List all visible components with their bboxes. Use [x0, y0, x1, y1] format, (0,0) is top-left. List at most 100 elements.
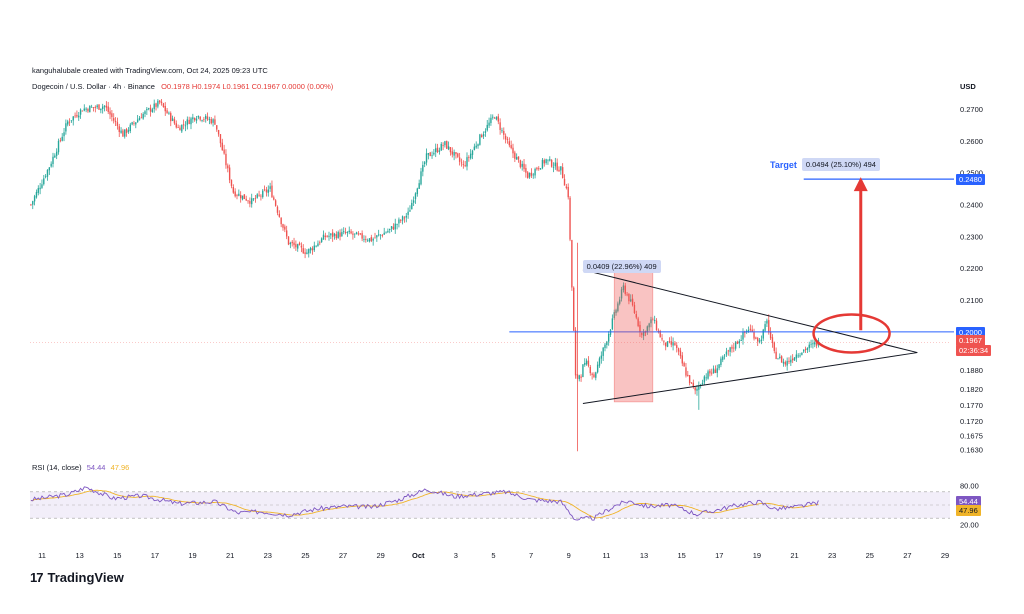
candle-body — [576, 374, 579, 379]
time-tick-label: 25 — [301, 551, 309, 560]
candle-body — [711, 372, 713, 374]
candle-body — [716, 368, 718, 373]
candle-body — [639, 324, 641, 332]
candle-body — [709, 370, 711, 374]
candle-body — [554, 162, 557, 167]
rsi-legend[interactable]: RSI (14, close) 54.44 47.96 — [32, 463, 129, 472]
candle-body — [67, 121, 69, 125]
candle-body — [387, 231, 389, 233]
candle-body — [146, 108, 148, 111]
candle-body — [751, 329, 753, 332]
candle-body — [676, 345, 678, 348]
candle-body — [389, 229, 391, 231]
candle-body — [223, 149, 225, 154]
candle-body — [111, 113, 113, 118]
candle-body — [212, 119, 214, 123]
candle-body — [348, 230, 350, 233]
candle-body — [740, 339, 742, 342]
candle-body — [606, 341, 608, 346]
candle-body — [734, 341, 737, 349]
candle-body — [79, 109, 82, 115]
candle-body — [221, 142, 223, 151]
candle-body — [188, 119, 190, 124]
candle-body — [701, 382, 704, 385]
candle-body — [698, 386, 700, 390]
candles — [30, 99, 820, 452]
candle-body — [46, 169, 49, 177]
candle-body — [563, 178, 566, 186]
candle-body — [436, 147, 439, 153]
candle-body — [574, 330, 577, 376]
candle-body — [512, 147, 514, 154]
candle-body — [801, 352, 803, 355]
candle-body — [758, 340, 761, 343]
candle-body — [309, 247, 312, 251]
candle-body — [201, 120, 203, 121]
candle-body — [628, 293, 630, 302]
candle-body — [469, 153, 472, 159]
candle-body — [122, 130, 124, 137]
candle-body — [136, 119, 139, 123]
candle-body — [523, 163, 525, 170]
ohlc-values: O0.1978 H0.1974 L0.1961 C0.1967 0.0000 (… — [161, 82, 334, 91]
candle-body — [482, 134, 485, 137]
candle-body — [43, 178, 45, 185]
candle-body — [797, 355, 799, 357]
candle-body — [346, 231, 349, 233]
candle-body — [105, 105, 108, 108]
candle-body — [333, 233, 336, 236]
candle-body — [749, 328, 752, 330]
candle-body — [33, 196, 36, 202]
candle-body — [208, 119, 211, 120]
candle-body — [326, 235, 328, 237]
candle-body — [661, 338, 663, 340]
candle-body — [324, 235, 327, 237]
candle-body — [155, 103, 157, 107]
candle-body — [519, 160, 522, 168]
candle-body — [238, 193, 240, 196]
candle-body — [284, 226, 286, 230]
candle-body — [245, 198, 247, 201]
candle-body — [289, 242, 292, 245]
candle-body — [587, 360, 590, 366]
price-tick-label: 0.1820 — [960, 385, 983, 394]
candle-body — [696, 388, 698, 391]
candle-body — [589, 366, 591, 374]
candle-body — [646, 326, 649, 332]
candle-body — [72, 116, 74, 121]
candle-body — [653, 319, 656, 321]
candle-body — [598, 358, 601, 366]
candle-body — [786, 360, 788, 366]
candle-body — [392, 226, 395, 230]
candle-body — [144, 111, 146, 114]
candle-body — [241, 195, 244, 200]
candle-body — [814, 342, 816, 345]
candle-body — [626, 294, 628, 296]
candle-body — [591, 373, 593, 375]
candle-body — [157, 100, 159, 107]
candle-body — [273, 197, 275, 200]
candle-body — [170, 113, 172, 122]
candle-body — [475, 145, 477, 148]
candle-body — [228, 167, 231, 181]
rsi-value: 54.44 — [86, 463, 106, 472]
time-tick-label: 29 — [941, 551, 949, 560]
candle-body — [455, 152, 457, 155]
symbol-legend[interactable]: Dogecoin / U.S. Dollar · 4h · Binance O0… — [32, 82, 333, 91]
measure-target-label: 0.0494 (25.10%) 494 — [801, 158, 880, 172]
candle-body — [541, 159, 544, 169]
candle-body — [182, 124, 185, 126]
candle-body — [44, 176, 47, 178]
candle-body — [192, 117, 194, 120]
price-tick-label: 0.2200 — [960, 264, 983, 273]
candle-body — [313, 245, 315, 251]
candle-body — [712, 368, 715, 374]
time-tick-label: 15 — [677, 551, 685, 560]
candle-body — [637, 318, 639, 326]
price-tick-label: 0.2700 — [960, 105, 983, 114]
candle-body — [666, 341, 669, 347]
candle-body — [757, 338, 759, 342]
triangle-upper-trendline — [582, 269, 918, 354]
candle-body — [125, 129, 128, 133]
